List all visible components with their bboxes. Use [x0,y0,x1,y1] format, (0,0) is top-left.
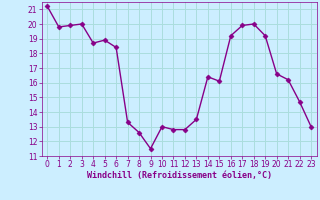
X-axis label: Windchill (Refroidissement éolien,°C): Windchill (Refroidissement éolien,°C) [87,171,272,180]
